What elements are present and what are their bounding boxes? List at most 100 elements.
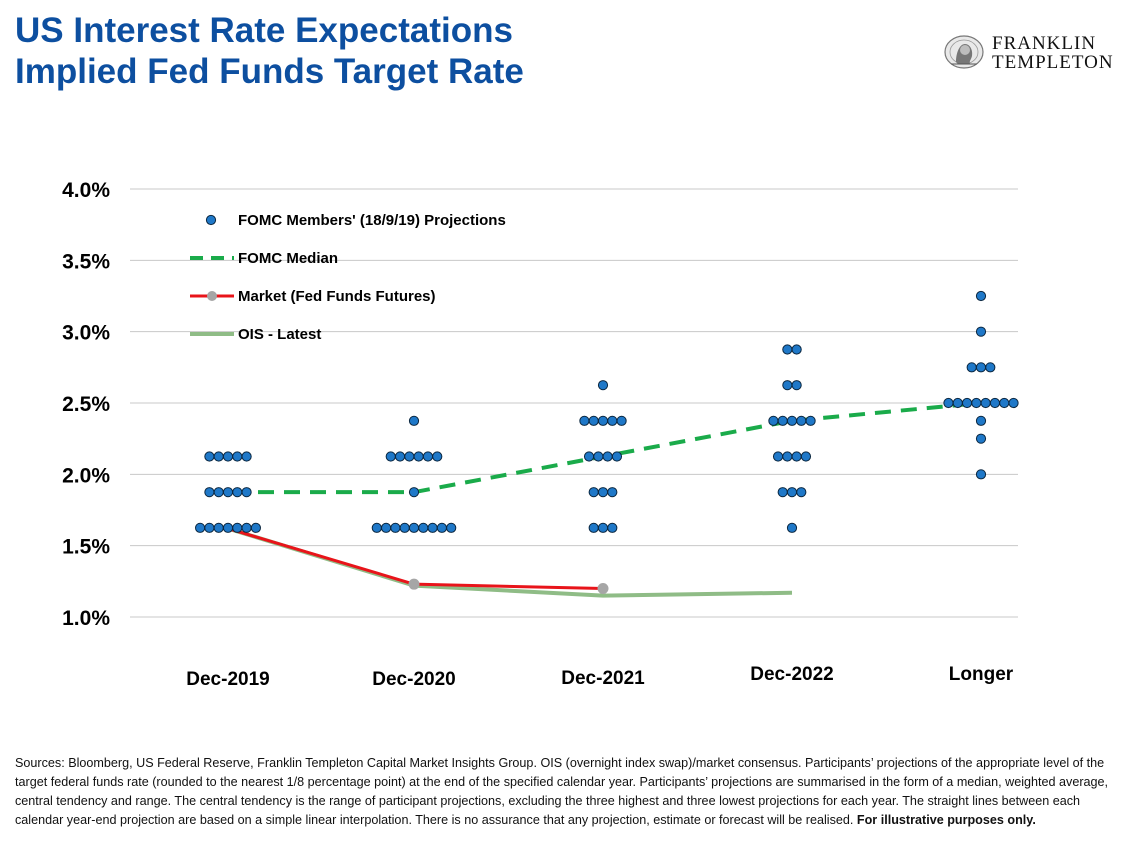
fomc-projection-dot xyxy=(593,451,604,462)
logo-line-2: TEMPLETON xyxy=(992,52,1114,73)
fomc-projection-dot xyxy=(418,522,429,533)
fomc-projection-dot xyxy=(404,451,415,462)
fomc-projection-dot xyxy=(588,522,599,533)
fomc-projection-dot xyxy=(195,522,206,533)
fomc-projection-dot xyxy=(786,522,798,533)
fomc-projection-dot xyxy=(408,415,420,426)
fomc-projection-dot xyxy=(777,487,788,498)
fomc-projection-dot xyxy=(611,451,623,462)
fomc-projection-dot xyxy=(786,415,798,426)
x-tick-label: Dec-2022 xyxy=(750,664,833,685)
fomc-projection-dot xyxy=(607,415,618,426)
fomc-projection-dot xyxy=(232,487,243,498)
legend-market-point xyxy=(207,291,217,301)
fomc-projection-dot xyxy=(786,487,798,498)
fomc-projection-dot xyxy=(408,487,420,498)
fomc-projection-dot xyxy=(232,522,243,533)
fomc-projection-dot xyxy=(616,415,627,426)
fomc-projection-dot xyxy=(446,522,457,533)
fomc-projection-dot xyxy=(381,522,392,533)
fomc-projection-dot xyxy=(961,397,973,409)
fomc-projection-dot xyxy=(385,451,396,462)
fomc-projection-dot xyxy=(241,522,252,533)
fomc-projection-dot xyxy=(602,451,613,462)
title-line-2: Implied Fed Funds Target Rate xyxy=(15,52,524,91)
y-tick-label: 1.5% xyxy=(62,536,110,559)
legend-label: FOMC Median xyxy=(238,250,338,267)
fomc-projection-dot xyxy=(952,397,963,409)
fomc-projection-dot xyxy=(597,380,609,391)
fomc-projection-dot xyxy=(583,451,595,462)
y-tick-label: 4.0% xyxy=(62,179,110,202)
fomc-projection-dot xyxy=(975,362,987,373)
fomc-projection-dot xyxy=(768,415,779,426)
legend-label: Market (Fed Funds Futures) xyxy=(238,288,436,305)
x-tick-label: Dec-2021 xyxy=(561,668,645,689)
fomc-projection-dot xyxy=(597,415,609,426)
fomc-projection-dot xyxy=(980,397,991,409)
footnote-disclaimer: For illustrative purposes only. xyxy=(856,813,1036,827)
x-tick-label: Dec-2019 xyxy=(186,669,269,690)
fomc-projection-dot xyxy=(975,469,987,480)
x-tick-label: Longer xyxy=(949,664,1014,685)
fomc-projection-dot xyxy=(222,487,234,498)
fomc-projection-dot xyxy=(791,380,802,391)
fomc-projection-dot xyxy=(241,487,252,498)
fomc-projection-dot xyxy=(975,326,987,337)
fomc-projection-dot xyxy=(772,451,784,462)
fomc-projection-dot xyxy=(782,451,793,462)
market-futures-point xyxy=(597,582,609,594)
fomc-projection-dot xyxy=(597,522,609,533)
fomc-projection-dot xyxy=(989,397,1001,409)
fomc-projection-dot xyxy=(390,522,401,533)
legend-label: OIS - Latest xyxy=(238,326,321,343)
fomc-projection-dot xyxy=(422,451,434,462)
fomc-projection-dot xyxy=(588,415,599,426)
fomc-projection-dot xyxy=(588,487,599,498)
fomc-projection-dot xyxy=(213,451,224,462)
fomc-projection-dot xyxy=(432,451,443,462)
fomc-projection-dot xyxy=(408,522,420,533)
fomc-projection-dot xyxy=(607,487,618,498)
fomc-projection-dot xyxy=(413,451,424,462)
fomc-projection-dot xyxy=(971,397,982,409)
fomc-projection-dot xyxy=(805,415,816,426)
fomc-projection-dot xyxy=(204,451,215,462)
title-line-1: US Interest Rate Expectations xyxy=(15,11,513,50)
franklin-templeton-logo: FRANKLIN TEMPLETON xyxy=(942,34,1132,74)
fomc-projection-dot xyxy=(791,451,802,462)
fomc-projection-dot xyxy=(782,380,793,391)
fomc-projection-dot xyxy=(399,522,410,533)
fomc-projection-dot xyxy=(782,344,793,355)
x-tick-label: Dec-2020 xyxy=(372,669,455,690)
fomc-projection-dot xyxy=(966,362,977,373)
fomc-projection-dot xyxy=(579,415,590,426)
franklin-portrait-icon xyxy=(944,35,984,69)
page-title: US Interest Rate Expectations Implied Fe… xyxy=(15,10,524,92)
fomc-projection-dot xyxy=(1008,397,1019,409)
logo-line-1: FRANKLIN xyxy=(992,33,1097,54)
fomc-projection-dot xyxy=(796,415,807,426)
fomc-projection-dot xyxy=(975,433,987,444)
fomc-projection-dot xyxy=(943,397,954,409)
fomc-projection-dot xyxy=(232,451,243,462)
fomc-projection-dot xyxy=(241,451,252,462)
fomc-projection-dot xyxy=(213,487,224,498)
fomc-projection-dot xyxy=(250,522,261,533)
fomc-projection-dot xyxy=(597,487,609,498)
fomc-projection-dot xyxy=(204,522,215,533)
market-futures-point xyxy=(408,578,420,590)
interest-rate-chart: 4.0% 3.5% 3.0% 2.5% 2.0% 1.5% 1.0% Dec-2019 Dec-… xyxy=(62,179,1019,690)
y-tick-label: 3.5% xyxy=(62,250,110,273)
y-tick-label: 1.0% xyxy=(62,607,110,630)
fomc-projection-dot xyxy=(436,522,447,533)
logo-wordmark: FRANKLIN TEMPLETON xyxy=(992,34,1114,72)
y-tick-label: 2.0% xyxy=(62,464,110,487)
legend-dot-marker xyxy=(205,214,217,226)
y-tick-label: 2.5% xyxy=(62,393,110,416)
fomc-projection-dot xyxy=(796,487,807,498)
fomc-projection-dot xyxy=(985,362,996,373)
footnote-sources: Sources: Bloomberg, US Federal Reserve, … xyxy=(15,756,1109,827)
fomc-projection-dot xyxy=(204,487,215,498)
fomc-projection-dot xyxy=(791,344,802,355)
